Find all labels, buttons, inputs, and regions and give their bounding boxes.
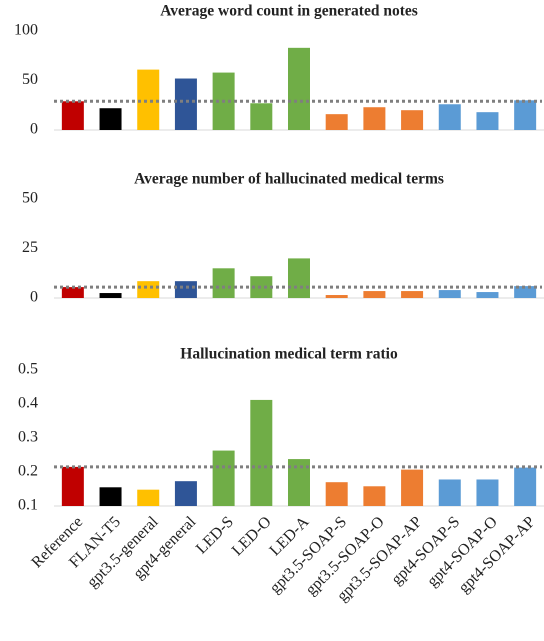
y-tick-label: 100 [14, 22, 38, 39]
bar [137, 281, 160, 298]
bar [174, 281, 197, 298]
bar [325, 295, 348, 298]
y-tick-label: 0 [30, 121, 38, 138]
bar [250, 399, 273, 506]
bar [476, 292, 499, 298]
y-tick-label: 0.5 [18, 361, 38, 378]
bar [476, 112, 499, 130]
bar [514, 100, 537, 130]
x-tick-label: LED-S [193, 513, 237, 557]
y-tick-label: 50 [22, 190, 38, 207]
bar [363, 291, 386, 298]
bar [363, 486, 386, 506]
bar [212, 268, 235, 298]
bar [401, 291, 424, 298]
bar [363, 107, 386, 130]
bar [99, 108, 122, 130]
bar [174, 78, 197, 130]
chart-title: Average number of hallucinated medical t… [134, 171, 444, 188]
bar [476, 479, 499, 506]
bar [325, 482, 348, 506]
chart-title: Hallucination medical term ratio [180, 346, 398, 363]
y-tick-label: 25 [22, 239, 38, 256]
bar [514, 286, 537, 298]
x-tick-label: LED-O [229, 513, 275, 559]
bar [438, 479, 461, 506]
bar [438, 104, 461, 130]
bar [288, 47, 310, 130]
y-tick-label: 0.3 [18, 429, 38, 446]
bar [250, 276, 273, 298]
bar [99, 293, 122, 298]
bar [401, 110, 424, 130]
y-tick-label: 0.2 [18, 463, 38, 480]
bar [61, 287, 84, 298]
chart-title: Average word count in generated notes [160, 3, 418, 20]
bar [99, 487, 122, 506]
bar [61, 466, 84, 506]
bar [137, 489, 160, 506]
bar [61, 101, 84, 130]
y-tick-label: 0.1 [18, 497, 38, 514]
y-tick-label: 0.4 [18, 395, 38, 412]
bar [212, 450, 235, 506]
bar [438, 290, 461, 298]
bar [174, 481, 197, 506]
bar [250, 103, 273, 130]
bar [514, 467, 537, 506]
bar [288, 459, 310, 506]
bar [401, 469, 424, 506]
bar [325, 114, 348, 130]
y-tick-label: 0 [30, 289, 38, 306]
bar [288, 258, 310, 298]
bar [137, 69, 160, 130]
y-tick-label: 50 [22, 71, 38, 88]
